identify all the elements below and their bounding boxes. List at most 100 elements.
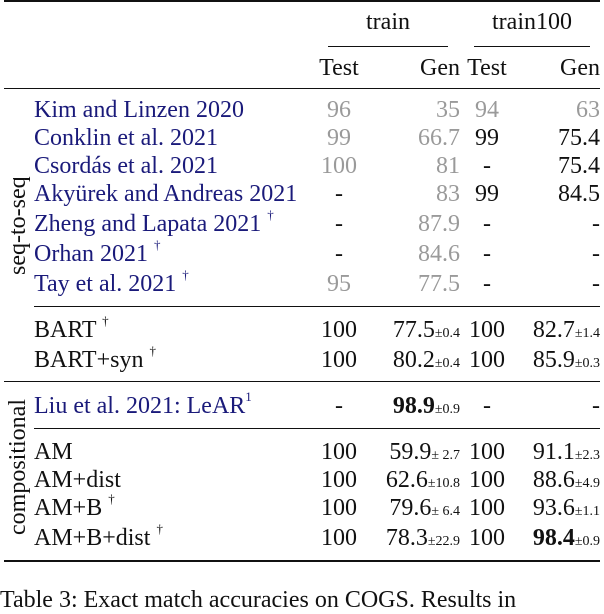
train-cmidrule <box>328 46 448 47</box>
train100-cmidrule <box>474 46 590 47</box>
std-dev: ±0.3 <box>574 356 600 371</box>
value: 100 <box>469 467 505 493</box>
value: - <box>483 393 491 419</box>
cell-train100-gen: 63 <box>480 96 600 124</box>
method-name: Zheng and Lapata 2021 <box>34 211 262 237</box>
value: - <box>483 241 491 267</box>
std-dev: ±0.9 <box>574 534 600 549</box>
cell-train-gen: 80.2±0.4 <box>340 346 460 378</box>
method-name: AM+B <box>34 495 103 521</box>
cell-train100-test: - <box>462 270 512 298</box>
cell-train100-test: 100 <box>462 346 512 374</box>
value: 100 <box>321 525 357 551</box>
row-name: Zheng and Lapata 2021 † <box>34 208 274 238</box>
cell-train-test: 99 <box>306 124 372 152</box>
cell-train100-test: 99 <box>462 180 512 208</box>
value: - <box>592 241 600 267</box>
std-dev: ±0.4 <box>434 356 460 371</box>
col-test-1: Test <box>319 55 359 81</box>
row-name: AM <box>34 438 73 466</box>
value: 85.9 <box>532 347 575 373</box>
method-name: Akyürek and Andreas 2021 <box>34 181 298 207</box>
cell-train100-test: 100 <box>462 494 512 522</box>
cell-train100-test: 100 <box>462 438 512 466</box>
value: 77.5 <box>392 317 435 343</box>
row-name: AM+B+dist † <box>34 521 163 552</box>
std-dev: ±2.3 <box>574 448 600 463</box>
cell-train100-gen: - <box>480 240 600 268</box>
col-gen-2: Gen <box>560 55 600 81</box>
cell-train-gen: 77.5 <box>340 270 460 298</box>
row-name: Liu et al. 2021: LeAR1 <box>34 389 252 420</box>
cell-train100-test: - <box>462 392 512 420</box>
row-name: Kim and Linzen 2020 <box>34 96 244 124</box>
row-name: BART † <box>34 314 109 344</box>
cell-train100-gen: 93.6±1.1 <box>480 494 600 526</box>
value: 82.7 <box>532 317 575 343</box>
row-name: Csordás et al. 2021 <box>34 152 218 180</box>
col-test-2: Test <box>467 55 507 81</box>
cell-train100-gen: 85.9±0.3 <box>480 346 600 378</box>
std-dev: ±1.1 <box>574 504 600 519</box>
value: 100 <box>321 467 357 493</box>
std-dev: ± 6.4 <box>431 504 460 519</box>
value: 84.5 <box>558 181 600 207</box>
value: 83 <box>436 181 460 207</box>
value: - <box>592 393 600 419</box>
method-name: BART+syn <box>34 347 144 373</box>
method-footnote-mark: † <box>156 521 163 536</box>
cell-train100-gen: 84.5 <box>480 180 600 208</box>
method-footnote-mark: † <box>149 343 156 358</box>
std-dev: ±0.9 <box>434 402 460 417</box>
value: 95 <box>327 271 351 297</box>
row-name: Conklin et al. 2021 <box>34 124 218 152</box>
cell-train-gen: 98.9±0.9 <box>340 392 460 424</box>
std-dev: ±22.9 <box>427 534 460 549</box>
value: 63 <box>576 97 600 123</box>
method-footnote-mark: 1 <box>245 389 252 404</box>
method-name: Csordás et al. 2021 <box>34 153 218 179</box>
comp-mid-rule <box>34 428 600 429</box>
cell-train-gen: 83 <box>340 180 460 208</box>
row-name: AM+B † <box>34 491 115 522</box>
std-dev: ± 2.7 <box>431 448 460 463</box>
cell-train100-gen: - <box>480 392 600 420</box>
value: 100 <box>321 495 357 521</box>
cell-train100-test: - <box>462 210 512 238</box>
value: 94 <box>475 97 499 123</box>
cell-train-test: 100 <box>306 152 372 180</box>
cell-train-test: 100 <box>306 346 372 374</box>
value: - <box>483 271 491 297</box>
value: 35 <box>436 97 460 123</box>
row-name: AM+dist <box>34 466 121 494</box>
value: - <box>335 241 343 267</box>
value: - <box>335 181 343 207</box>
cell-train-gen: 66.7 <box>340 124 460 152</box>
std-dev: ±10.8 <box>427 476 460 491</box>
cell-train-gen: 35 <box>340 96 460 124</box>
method-footnote-mark: † <box>108 491 115 506</box>
cell-train-test: 100 <box>306 524 372 552</box>
cell-train100-gen: 82.7±1.4 <box>480 316 600 348</box>
cell-train-test: - <box>306 180 372 208</box>
section-label-seq-to-seq: seq-to-seq <box>5 176 31 275</box>
col-gen-1: Gen <box>420 55 460 81</box>
bottom-rule <box>4 560 600 562</box>
cell-train100-test: 100 <box>462 524 512 552</box>
std-dev: ±0.4 <box>434 326 460 341</box>
value: 100 <box>321 317 357 343</box>
cell-train-gen: 78.3±22.9 <box>340 524 460 556</box>
header-train100: train100 <box>492 9 572 35</box>
method-name: AM <box>34 439 73 465</box>
value: - <box>483 211 491 237</box>
value: 100 <box>469 495 505 521</box>
value: 80.2 <box>392 347 435 373</box>
value: 84.6 <box>418 241 460 267</box>
table-caption: Table 3: Exact match accuracies on COGS.… <box>0 587 517 613</box>
value: 100 <box>469 317 505 343</box>
value: 98.9 <box>392 393 435 419</box>
value: 88.6 <box>532 467 575 493</box>
value: 93.6 <box>532 495 575 521</box>
header-rule <box>4 88 600 89</box>
header-train: train <box>366 9 410 35</box>
